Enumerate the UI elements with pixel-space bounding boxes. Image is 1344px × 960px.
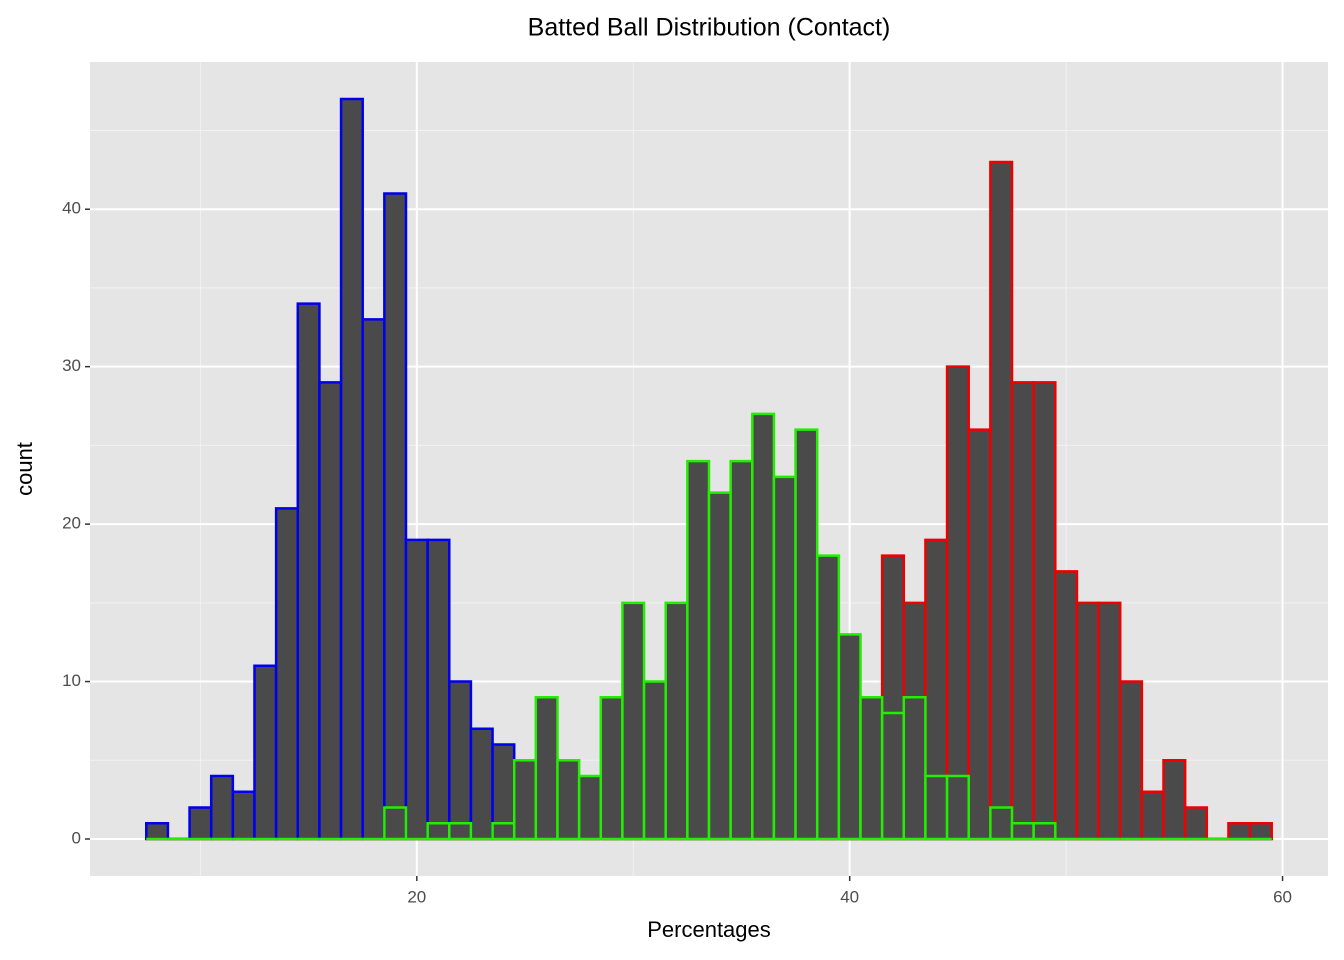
- histogram-bar: [556, 759, 581, 841]
- x-tick-label: 60: [1273, 887, 1292, 906]
- histogram-bar: [1162, 759, 1187, 841]
- histogram-bar: [1248, 822, 1273, 841]
- histogram-bar: [209, 774, 235, 841]
- histogram-bar: [231, 790, 256, 841]
- histogram-bar: [577, 774, 603, 841]
- histogram-bar: [383, 192, 408, 841]
- histogram-bar: [1010, 381, 1035, 841]
- histogram-bar: [642, 680, 667, 841]
- histogram-bar: [469, 727, 494, 841]
- histogram-bar: [815, 554, 841, 841]
- histogram-bar: [989, 806, 1014, 841]
- histogram-bar: [448, 680, 473, 841]
- histogram-bar: [599, 696, 624, 841]
- y-tick-label: 0: [72, 828, 81, 847]
- histogram-bar: [253, 664, 278, 841]
- histogram-bar: [945, 774, 970, 841]
- histogram-bar: [880, 711, 906, 841]
- histogram-bar: [989, 160, 1014, 841]
- x-tick-label: 20: [407, 887, 426, 906]
- histogram-bar: [859, 696, 884, 841]
- histogram-bar: [361, 318, 386, 841]
- histogram-bar: [426, 538, 451, 841]
- histogram-bar: [145, 822, 170, 841]
- histogram-bar: [1032, 381, 1057, 841]
- y-tick-label: 40: [62, 199, 81, 218]
- x-axis-title: Percentages: [647, 917, 771, 942]
- chart-title: Batted Ball Distribution (Contact): [528, 14, 891, 42]
- histogram-bar: [729, 459, 754, 841]
- histogram-bar: [1075, 601, 1100, 841]
- y-tick-label: 10: [62, 671, 81, 690]
- histogram-bar: [339, 97, 364, 841]
- histogram-bar: [794, 428, 819, 841]
- histogram-bar: [274, 507, 300, 841]
- histogram-bar: [383, 806, 408, 841]
- histogram-bar: [837, 633, 862, 841]
- histogram-bar: [1054, 570, 1079, 841]
- histogram-bar: [621, 601, 646, 841]
- histogram-bar: [512, 759, 538, 841]
- y-tick-label: 30: [62, 356, 81, 375]
- histogram-bar: [1032, 822, 1057, 841]
- y-tick-label: 20: [62, 514, 81, 533]
- histogram-bar: [772, 475, 797, 841]
- histogram-bar: [664, 601, 689, 841]
- histogram-bar: [967, 428, 992, 841]
- x-tick-label: 40: [840, 887, 859, 906]
- histogram-bar: [1140, 790, 1165, 841]
- histogram-bar: [1010, 822, 1035, 841]
- histogram-bar: [296, 302, 321, 841]
- histogram-bar: [491, 822, 516, 841]
- histogram-bar: [902, 696, 927, 841]
- histogram-bar: [707, 491, 732, 841]
- histogram-bar: [1118, 680, 1144, 841]
- histogram-bar: [1183, 806, 1209, 841]
- histogram-bar: [686, 459, 711, 841]
- histogram-bar: [318, 381, 343, 841]
- histogram-bar: [404, 538, 429, 841]
- histogram-bar: [448, 822, 473, 841]
- histogram-bar: [426, 822, 451, 841]
- histogram-bar: [1227, 822, 1252, 841]
- histogram-bar: [1097, 601, 1122, 841]
- y-axis-title: count: [12, 442, 37, 496]
- histogram-bar: [751, 412, 776, 841]
- histogram-bar: [945, 365, 970, 841]
- histogram-bar: [924, 774, 949, 841]
- histogram-bar: [188, 806, 213, 841]
- histogram-bar: [534, 696, 559, 841]
